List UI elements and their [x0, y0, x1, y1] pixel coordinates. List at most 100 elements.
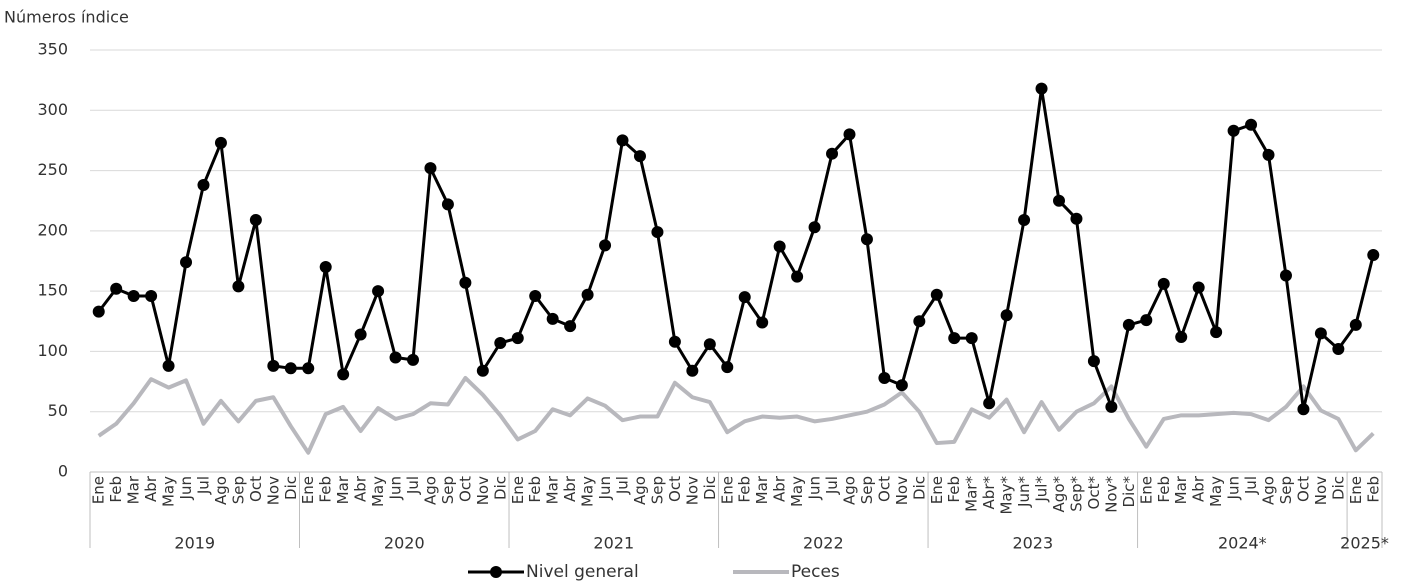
x-tick-label: Ene	[928, 476, 946, 504]
data-point	[1035, 82, 1048, 95]
y-tick-label: 100	[37, 341, 68, 360]
data-point	[826, 147, 839, 160]
x-tick-label: Ene	[299, 476, 317, 504]
x-tick-label: Dic	[282, 476, 300, 500]
x-tick-label: Dic	[1329, 476, 1347, 500]
x-tick-label: Sep	[648, 476, 666, 504]
x-tick-label: Abr	[561, 475, 579, 502]
data-point	[965, 332, 978, 345]
x-tick-label: Ene	[718, 476, 736, 504]
x-tick-label: Mar	[753, 475, 771, 504]
data-point	[808, 221, 821, 234]
data-point	[616, 134, 629, 147]
data-point	[1018, 214, 1031, 227]
y-axis-title: Números índice	[4, 8, 129, 27]
data-point	[1279, 269, 1292, 282]
x-tick-label: Ene	[1347, 476, 1365, 504]
x-tick-label: Oct	[456, 476, 474, 502]
x-tick-label: May	[788, 476, 806, 507]
data-point	[738, 291, 751, 304]
data-point	[686, 364, 699, 377]
x-tick-label: Dic	[701, 476, 719, 500]
x-tick-label: Oct	[666, 476, 684, 502]
data-point	[214, 136, 227, 149]
data-point	[1122, 318, 1135, 331]
x-tick-label: Abr	[142, 475, 160, 502]
data-point	[913, 315, 926, 328]
data-point	[1070, 212, 1083, 225]
data-point	[546, 312, 559, 325]
data-point	[249, 214, 262, 227]
x-tick-label: Ago	[212, 476, 230, 505]
x-tick-label: May	[1207, 476, 1225, 507]
data-point	[983, 397, 996, 410]
data-point	[948, 332, 961, 345]
x-tick-label: Sep	[229, 476, 247, 504]
x-tick-label: Nov	[264, 476, 282, 505]
data-point	[145, 289, 158, 302]
series-line	[97, 375, 1375, 455]
group-label: 2021	[593, 534, 634, 553]
data-point	[1262, 148, 1275, 161]
data-point	[1314, 327, 1327, 340]
x-tick-label: Jul	[194, 476, 212, 495]
data-point	[407, 353, 419, 366]
data-point	[721, 361, 734, 374]
x-tick-label: May	[579, 476, 597, 507]
x-tick-label: Ago*	[1050, 476, 1068, 513]
data-point	[756, 316, 769, 329]
y-tick-label: 300	[37, 100, 68, 119]
x-tick-label: Feb	[526, 476, 544, 503]
x-tick-label: Sep*	[1067, 476, 1085, 512]
x-tick-label: Oct*	[1085, 476, 1103, 510]
data-point	[197, 179, 210, 192]
data-point	[843, 128, 856, 141]
x-tick-label: Nov	[474, 476, 492, 505]
x-tick-label: Oct	[247, 476, 265, 502]
data-point	[180, 256, 193, 269]
x-tick-label: Ago	[1260, 476, 1278, 505]
data-point	[1105, 400, 1118, 413]
x-tick-label: Feb	[945, 476, 963, 503]
data-point	[302, 362, 315, 375]
x-tick-label: Feb	[1364, 476, 1382, 503]
y-tick-label: 150	[37, 281, 68, 300]
x-tick-label: Nov*	[1102, 476, 1120, 513]
data-point	[895, 379, 908, 392]
data-point	[1053, 194, 1065, 207]
data-point	[1367, 248, 1380, 261]
data-point	[511, 332, 524, 345]
x-tick-label: Sep	[858, 476, 876, 504]
x-tick-label: Mar	[334, 475, 352, 504]
x-tick-label: Sep	[439, 476, 457, 504]
data-point	[1297, 403, 1310, 416]
y-tick-label: 350	[37, 40, 68, 59]
data-point	[773, 240, 786, 253]
x-tick-label: Oct	[1294, 476, 1312, 502]
x-tick-label: Ene	[90, 476, 108, 504]
x-tick-label: Jun	[806, 476, 824, 500]
x-tick-label: Feb	[736, 476, 754, 503]
x-tick-label: Abr*	[980, 476, 998, 510]
data-point	[354, 328, 367, 341]
x-tick-label: Nov	[1312, 476, 1330, 505]
x-tick-label: May*	[998, 476, 1016, 515]
y-tick-label: 0	[58, 462, 68, 481]
data-point	[930, 288, 943, 301]
data-point	[599, 239, 612, 252]
x-tick-label: Dic	[910, 476, 928, 500]
x-tick-label: Ene	[509, 476, 527, 504]
legend-label: Nivel general	[526, 562, 639, 582]
group-label: 2023	[1012, 534, 1053, 553]
series-line	[97, 87, 1375, 411]
x-tick-label: Ago	[631, 476, 649, 505]
x-tick-label: Jul	[1242, 476, 1260, 495]
x-tick-label: Jul	[823, 476, 841, 495]
data-point	[1192, 281, 1205, 294]
data-point	[668, 335, 681, 348]
data-point	[319, 261, 332, 274]
x-tick-label: Feb	[317, 476, 335, 503]
x-tick-label: Jun	[387, 476, 405, 500]
data-point	[372, 285, 385, 298]
